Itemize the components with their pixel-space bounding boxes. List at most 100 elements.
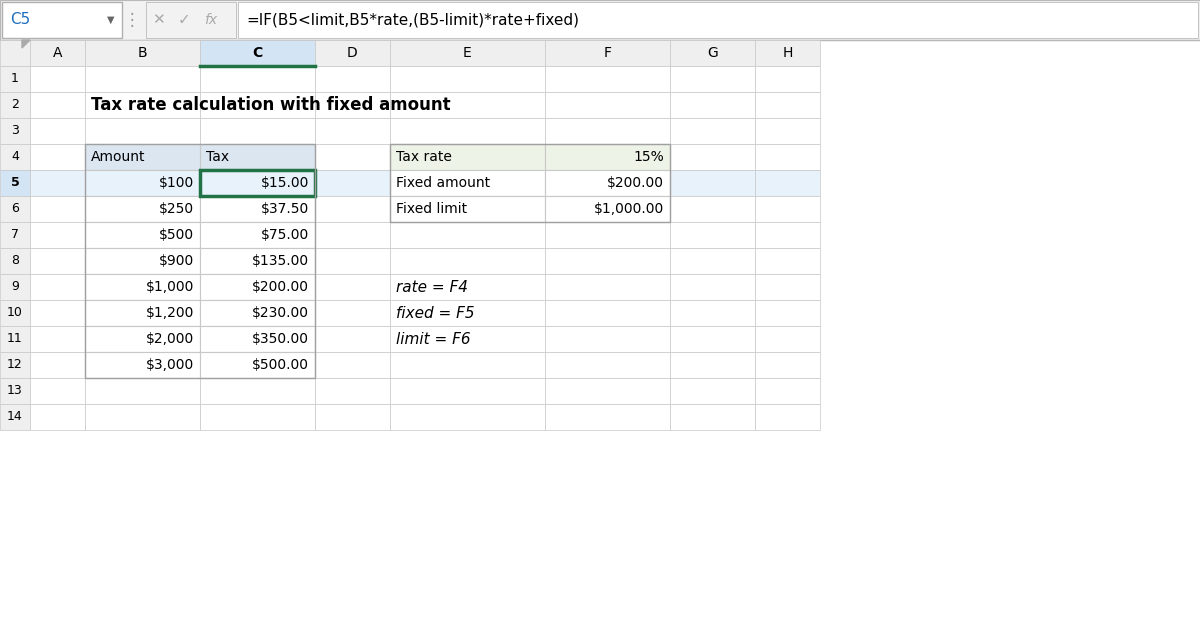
Text: ⋮: ⋮ [124,11,140,29]
Bar [390,118,545,144]
Bar [85,170,200,196]
Bar [390,300,545,326]
Text: $100: $100 [158,176,194,190]
Bar [670,352,755,378]
Bar [545,300,670,326]
Bar [0,170,30,196]
Bar [200,144,314,170]
Text: G: G [707,46,718,60]
Bar [670,66,755,92]
Bar [200,66,314,92]
Bar [545,274,670,300]
Text: 7: 7 [11,229,19,241]
Text: 9: 9 [11,280,19,294]
Text: 1: 1 [11,72,19,86]
Text: =IF(B5<limit,B5*rate,(B5-limit)*rate+fixed): =IF(B5<limit,B5*rate,(B5-limit)*rate+fix… [246,13,580,28]
Bar [545,352,670,378]
Bar [0,352,30,378]
Bar [0,92,30,118]
Bar [314,404,390,430]
Bar [390,196,545,222]
Bar [85,326,200,352]
Text: B: B [138,46,148,60]
Text: $350.00: $350.00 [252,332,310,346]
Bar [545,196,670,222]
Bar [545,92,670,118]
Bar [545,196,670,222]
Text: $15.00: $15.00 [260,176,310,190]
Bar [670,300,755,326]
Bar [200,222,314,248]
Bar [85,196,200,222]
Polygon shape [22,40,30,48]
Text: C5: C5 [10,13,30,28]
Bar [755,248,820,274]
Bar [200,352,314,378]
Bar [545,248,670,274]
Bar [200,274,314,300]
Bar [200,144,314,170]
Bar [545,378,670,404]
Bar [85,66,200,92]
Bar [545,170,670,196]
Bar [0,196,30,222]
Bar [0,222,30,248]
Bar [85,300,200,326]
Bar [390,170,545,196]
Text: H: H [782,46,793,60]
Text: $2,000: $2,000 [145,332,194,346]
Bar [390,378,545,404]
Bar [755,222,820,248]
Bar [314,40,390,66]
Bar [30,274,85,300]
Bar [0,0,1200,40]
Text: $200.00: $200.00 [252,280,310,294]
Bar [545,222,670,248]
Bar [314,170,390,196]
Text: $200.00: $200.00 [607,176,664,190]
Bar [200,404,314,430]
Text: $250: $250 [158,202,194,216]
Bar [390,222,545,248]
Text: $75.00: $75.00 [260,228,310,242]
Bar [85,352,200,378]
Text: $1,000: $1,000 [145,280,194,294]
Bar [670,144,755,170]
Bar [85,222,200,248]
Bar [755,40,820,66]
Bar [200,248,314,274]
Bar [755,118,820,144]
Bar [200,300,314,326]
Text: $900: $900 [158,254,194,268]
Bar [200,378,314,404]
Bar [670,378,755,404]
Bar [85,196,200,222]
Bar [85,274,200,300]
Bar [314,300,390,326]
Bar [314,118,390,144]
Bar [390,404,545,430]
Text: $15.00: $15.00 [260,176,310,190]
Bar [390,92,545,118]
Text: fx: fx [204,13,217,27]
Text: ▼: ▼ [107,15,114,25]
Bar [85,92,200,118]
Bar [85,118,200,144]
Text: ✕: ✕ [151,13,164,28]
Bar [200,300,314,326]
Bar [30,144,85,170]
Bar [314,352,390,378]
Bar [30,222,85,248]
Bar [200,170,314,196]
Bar [670,92,755,118]
Bar [200,248,314,274]
Bar [390,144,670,222]
Bar [200,170,314,196]
Bar [314,196,390,222]
Text: 2: 2 [11,98,19,112]
Bar [670,248,755,274]
Bar [755,378,820,404]
Bar [200,92,314,118]
Bar [85,274,200,300]
Bar [755,274,820,300]
